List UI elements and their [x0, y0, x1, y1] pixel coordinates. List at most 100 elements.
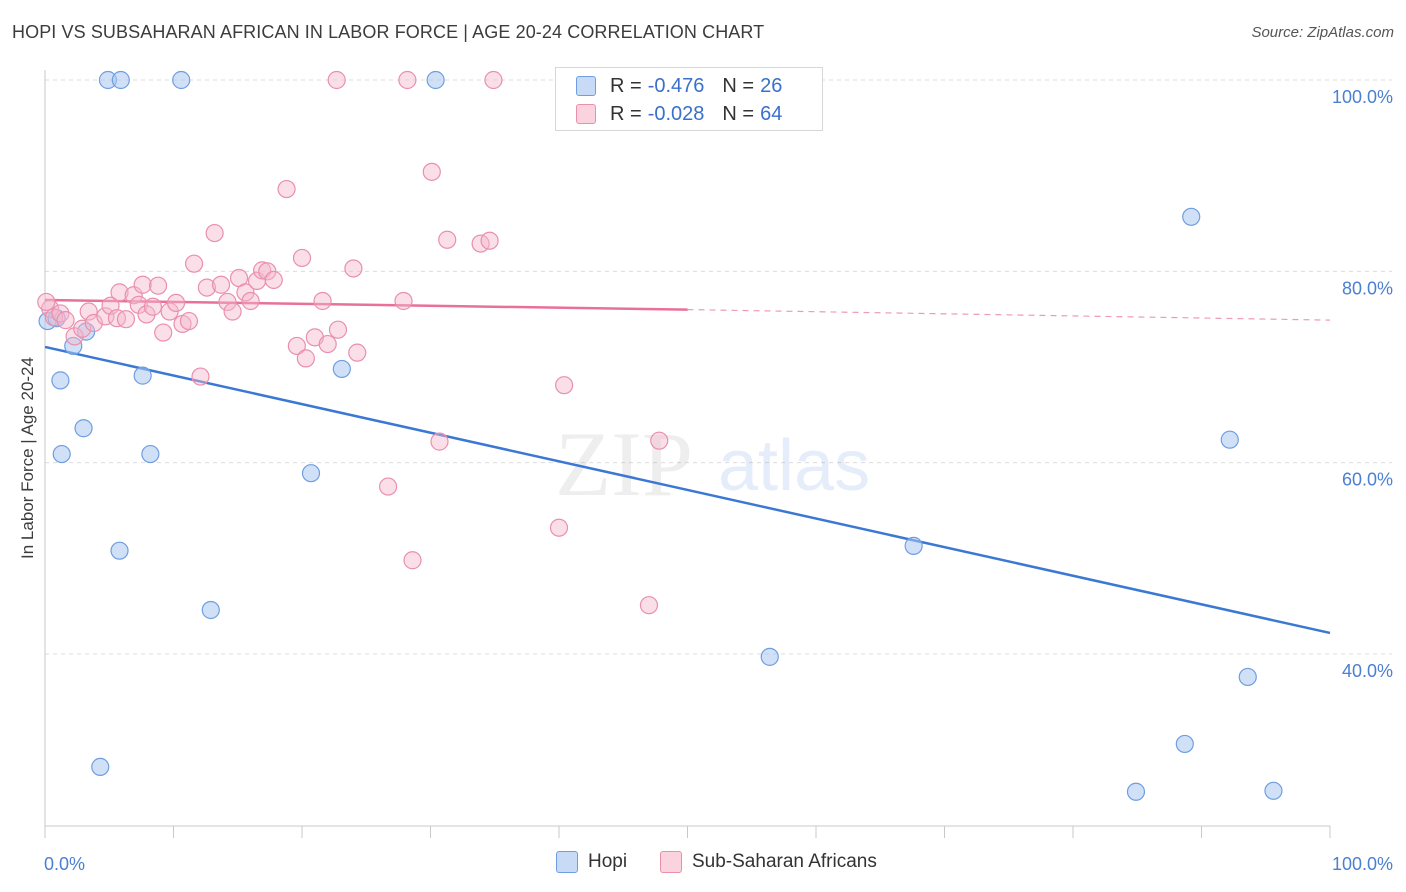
ssa-point [555, 376, 574, 395]
ssa-point [403, 551, 422, 570]
ssa-point [639, 596, 659, 615]
r-value: -0.028 [647, 102, 705, 125]
ssa-point [197, 278, 217, 297]
ssa-point [480, 231, 499, 250]
ssa-point [313, 291, 332, 311]
ssa-point [430, 432, 449, 451]
y-tick-label: 60.0% [1342, 470, 1393, 490]
ssa-point [143, 297, 163, 316]
hopi-point [1175, 734, 1194, 754]
hopi-point [1238, 667, 1257, 687]
ssa-point [154, 323, 173, 342]
grid-lines [45, 79, 1392, 655]
ssa-swatch [576, 104, 596, 124]
legend-label-hopi: Hopi [588, 851, 628, 872]
watermark-zip: ZIP [555, 413, 693, 515]
ssa-point [184, 254, 204, 273]
n-value: 64 [760, 102, 783, 125]
chart-title: HOPI VS SUBSAHARAN AFRICAN IN LABOR FORC… [12, 22, 765, 42]
x-tick-label: 100.0% [1332, 854, 1393, 874]
r-value: -0.476 [647, 74, 705, 97]
r-label: R = [610, 102, 642, 125]
ssa-point [549, 518, 569, 537]
ssa-point [129, 295, 148, 314]
hopi-point [1126, 782, 1146, 801]
ssa-point [84, 313, 103, 333]
ssa-point [65, 327, 84, 346]
r-label: R = [610, 74, 642, 97]
ssa-point [236, 283, 255, 302]
ssa-point [318, 334, 337, 354]
hopi-point [1264, 781, 1283, 800]
ssa-point [96, 307, 115, 326]
ssa-point [348, 343, 367, 362]
hopi-point [426, 70, 445, 90]
trend-lines [44, 298, 1331, 635]
ssa-point [484, 70, 503, 90]
ssa-point [166, 293, 186, 313]
hopi-point [1220, 430, 1239, 449]
y-tick-label: 80.0% [1342, 278, 1393, 298]
data-points [37, 70, 1283, 801]
ssa-point [344, 259, 363, 278]
hopi-point [64, 336, 83, 356]
ssa-point [296, 349, 315, 368]
x-tick-label: 0.0% [44, 854, 85, 874]
ssa-point [394, 291, 413, 311]
ssa-point [292, 248, 312, 268]
hopi-point [301, 464, 321, 483]
ssa-point [422, 162, 441, 181]
hopi-point [74, 419, 93, 438]
hopi-point [760, 647, 779, 666]
n-label: N = [722, 102, 755, 125]
y-tick-label: 40.0% [1342, 661, 1393, 681]
series-legend: Hopi Sub-Saharan Africans [0, 851, 1406, 877]
source-label: Source: ZipAtlas.com [1251, 24, 1394, 41]
ssa-point [133, 275, 152, 294]
ssa-point [223, 302, 242, 321]
ssa-point [56, 311, 75, 330]
ssa-point [110, 283, 129, 302]
hopi-point [904, 536, 923, 555]
ssa-point [241, 291, 260, 311]
stats-legend: R = -0.476 N = 26 R = -0.028 N = 64 [555, 67, 823, 131]
ssa-point [328, 320, 348, 339]
n-value: 26 [760, 74, 783, 97]
hopi-point [133, 366, 152, 385]
hopi-legend-swatch [556, 851, 578, 873]
ssa-point [264, 270, 283, 290]
hopi-point [52, 444, 71, 464]
hopi-point [141, 444, 160, 464]
ssa-trend-extension [687, 309, 1331, 321]
ssa-point [37, 292, 56, 312]
ssa-point [277, 179, 296, 199]
watermark-atlas: atlas [718, 426, 870, 506]
y-tick-label: 100.0% [1332, 87, 1393, 107]
legend-row-hopi: R = -0.476 N = 26 [576, 73, 782, 99]
axes [44, 70, 1331, 838]
ssa-legend-swatch [660, 851, 682, 873]
ssa-point [179, 311, 199, 331]
ssa-point [79, 302, 98, 321]
ssa-trend-line [44, 298, 688, 311]
n-label: N = [722, 74, 755, 97]
ssa-point [205, 223, 224, 243]
ssa-point [124, 286, 143, 305]
legend-item-hopi[interactable]: Hopi [556, 851, 627, 873]
legend-row-ssa: R = -0.028 N = 64 [576, 101, 782, 127]
tick-labels: 40.0% 60.0% 80.0% 100.0% 0.0% 100.0% [44, 87, 1393, 874]
y-axis-title: In Labor Force | Age 20-24 [18, 357, 37, 559]
hopi-point [1182, 207, 1201, 226]
hopi-trend-line [44, 345, 1331, 635]
legend-label-ssa: Sub-Saharan Africans [692, 851, 877, 872]
ssa-point [650, 431, 669, 450]
hopi-point [51, 371, 70, 390]
ssa-point [287, 336, 306, 356]
watermark: ZIP atlas [555, 413, 870, 515]
hopi-point [110, 541, 129, 560]
ssa-point [398, 70, 417, 90]
hopi-point [91, 757, 110, 776]
ssa-point [116, 310, 136, 329]
legend-item-ssa[interactable]: Sub-Saharan Africans [660, 851, 877, 873]
